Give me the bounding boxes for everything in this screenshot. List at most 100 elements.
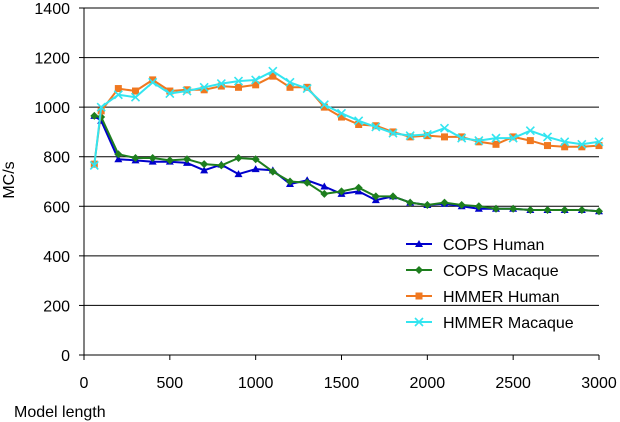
data-point — [217, 82, 225, 90]
series-hmmer-macaque — [89, 66, 604, 170]
data-point — [285, 77, 295, 87]
data-point — [578, 143, 586, 151]
legend: COPS Human COPS Macaque HMMER Human HMMER M… — [406, 237, 574, 332]
data-point — [508, 133, 518, 143]
data-point — [165, 88, 175, 99]
data-point — [200, 160, 209, 169]
x-axis-label: Model length — [14, 404, 106, 421]
data-point — [389, 128, 397, 136]
data-point — [474, 202, 483, 211]
data-point — [560, 137, 570, 147]
data-point — [319, 100, 329, 110]
data-point — [474, 136, 484, 146]
data-point — [372, 122, 380, 130]
data-point — [234, 170, 243, 178]
data-point — [89, 160, 99, 170]
data-point — [595, 207, 603, 216]
data-point — [268, 167, 277, 176]
data-point — [336, 108, 347, 118]
legend-item: HMMER Human — [406, 289, 559, 306]
data-point — [96, 102, 106, 112]
y-axis-label: MC/s — [1, 161, 18, 198]
data-point — [235, 83, 242, 91]
data-point — [492, 140, 500, 148]
x-tick-label: 3000 — [581, 375, 617, 392]
data-point — [251, 75, 261, 85]
data-point — [491, 133, 501, 143]
data-point — [543, 206, 552, 215]
data-point — [439, 123, 450, 133]
x-tick-label: 0 — [80, 375, 89, 392]
data-point — [544, 142, 551, 150]
data-point — [303, 178, 312, 187]
y-tick-label: 800 — [43, 150, 70, 167]
x-tick-label: 1000 — [238, 375, 274, 392]
data-point — [457, 201, 466, 210]
x-tick-labels: 0 500 1000 1500 2000 2500 3000 — [80, 375, 617, 392]
data-point — [269, 72, 277, 80]
data-point — [405, 131, 415, 141]
data-point — [114, 85, 122, 93]
data-point — [234, 153, 243, 162]
data-point — [492, 204, 500, 213]
legend-label: COPS Human — [443, 237, 544, 254]
data-point — [509, 204, 518, 213]
data-point — [165, 156, 174, 165]
data-point — [132, 87, 139, 95]
series-cops-macaque — [90, 111, 603, 216]
data-point — [594, 137, 604, 147]
data-point — [509, 133, 517, 141]
data-point — [525, 126, 535, 136]
data-point — [200, 166, 209, 174]
axes — [79, 7, 600, 360]
data-point — [217, 161, 226, 170]
data-point — [320, 103, 328, 111]
data-point — [595, 142, 603, 150]
data-point — [252, 81, 260, 89]
data-point — [338, 113, 345, 121]
data-point — [251, 155, 260, 164]
legend-item: COPS Human — [406, 237, 544, 254]
data-point — [406, 198, 415, 207]
legend-label: COPS Macaque — [443, 263, 559, 280]
y-tick-labels: 0 200 400 600 800 1000 1200 1400 — [34, 1, 70, 365]
data-point — [149, 76, 157, 84]
data-point — [114, 155, 123, 163]
data-point — [90, 111, 99, 120]
gridlines — [84, 7, 599, 306]
data-point — [355, 120, 363, 128]
data-point — [251, 165, 260, 173]
y-tick-label: 400 — [43, 249, 70, 266]
data-point — [560, 206, 569, 215]
legend-label: HMMER Human — [443, 289, 559, 306]
y-tick-label: 200 — [43, 298, 70, 315]
data-point — [286, 83, 294, 91]
legend-swatch-marker — [415, 292, 423, 300]
legend-swatch-marker — [414, 317, 424, 327]
data-point — [148, 77, 158, 87]
data-point — [320, 189, 329, 198]
data-point — [422, 129, 432, 139]
data-point — [526, 137, 534, 145]
data-point — [233, 76, 244, 86]
data-point — [302, 83, 312, 94]
data-point — [457, 133, 467, 143]
data-point — [114, 150, 123, 159]
data-point — [166, 87, 174, 95]
data-point — [303, 83, 311, 91]
y-tick-label: 1400 — [34, 1, 70, 18]
data-point — [199, 82, 209, 92]
data-point — [148, 153, 157, 162]
data-point — [130, 92, 141, 102]
data-point — [216, 79, 226, 89]
data-point — [371, 192, 380, 201]
data-point — [268, 66, 278, 76]
data-point — [337, 187, 346, 196]
data-point — [113, 90, 123, 100]
x-tick-label: 500 — [156, 375, 183, 392]
data-point — [371, 122, 381, 132]
data-point — [389, 192, 397, 201]
legend-swatch-marker — [415, 266, 423, 274]
data-point — [423, 201, 432, 210]
